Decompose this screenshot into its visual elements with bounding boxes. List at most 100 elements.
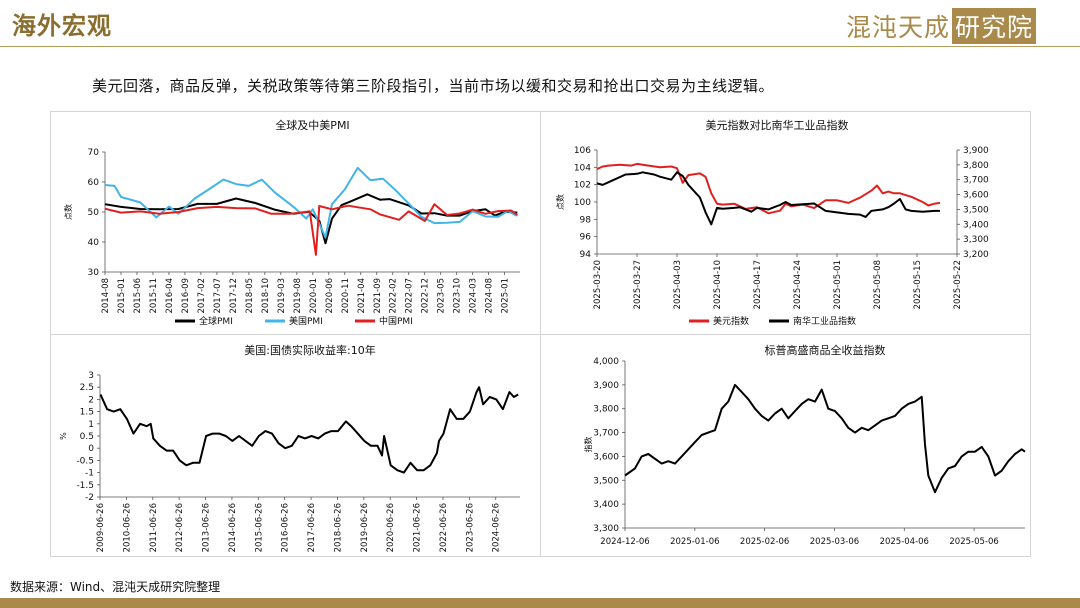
y2-tick-label: 3,300 — [963, 235, 989, 245]
x-tick-label: 2024-12-06 — [600, 537, 649, 547]
x-tick-label: 2025-05-22 — [953, 260, 963, 309]
x-tick-label: 2025-05-15 — [913, 260, 923, 309]
y-tick-label: -1 — [85, 469, 94, 479]
chart-title: 标普高盛商品全收益指数 — [765, 343, 886, 357]
x-tick-label: 2022-12 — [421, 278, 431, 314]
y-tick-label: 94 — [580, 250, 592, 260]
data-source: 数据来源：Wind、混沌天成研究院整理 — [10, 580, 221, 594]
y-axis-label: 指数 — [583, 437, 593, 453]
y-tick-label: 104 — [574, 163, 591, 173]
legend-label: 美元指数 — [713, 315, 749, 327]
x-tick-label: 2022-06-26 — [439, 503, 449, 552]
y-tick-label: -0.5 — [76, 456, 94, 466]
bottom-accent-bar — [0, 598, 1080, 608]
y2-tick-label: 3,600 — [963, 191, 989, 201]
y-tick-label: 3,900 — [593, 381, 619, 391]
x-tick-label: 2014-06-26 — [228, 503, 238, 552]
x-tick-label: 2023-06-26 — [465, 503, 475, 552]
x-tick-label: 2016-09 — [181, 278, 191, 314]
y-tick-label: 102 — [574, 181, 591, 191]
chart-svg: 美元指数对比南华工业品指数 94 96 98 100 102 104 106 点数 3,200 3,… — [555, 118, 989, 327]
x-tick-label: 2014-08 — [101, 278, 111, 314]
x-tick-label: 2018-10 — [261, 278, 271, 314]
x-tick-label: 2017-07 — [213, 278, 223, 314]
x-tick-label: 2024-06-26 — [492, 503, 502, 552]
chart-title: 全球及中美PMI — [275, 118, 349, 132]
chart-gsci-total-return: 标普高盛商品全收益指数 3,300 3,400 3,500 3,600 3,700 3,80… — [541, 335, 1030, 556]
y-tick-label: 1.5 — [80, 408, 94, 418]
header-divider — [0, 46, 1080, 47]
grid-frame-bottom — [50, 556, 1030, 557]
x-tick-label: 2018-06-26 — [333, 503, 343, 552]
chart-svg: 标普高盛商品全收益指数 3,300 3,400 3,500 3,600 3,700 3,80… — [583, 343, 1026, 547]
y-tick-label: 106 — [574, 146, 591, 156]
y-tick-label: 0 — [88, 444, 94, 454]
legend-label: 美国PMI — [289, 315, 323, 327]
x-tick-label: 2015-01 — [117, 278, 127, 314]
y-tick-label: 3,600 — [593, 452, 619, 462]
x-tick-label: 2010-06-26 — [122, 503, 132, 552]
y2-tick-label: 3,900 — [963, 146, 989, 156]
grid-divider-horizontal — [50, 334, 1030, 335]
x-tick-label: 2025-03-20 — [593, 260, 603, 309]
chart-title: 美国:国债实际收益率:10年 — [244, 343, 375, 357]
x-tick-label: 2017-02 — [197, 278, 207, 314]
x-tick-label: 2020-06-26 — [386, 503, 396, 552]
x-tick-label: 2017-06-26 — [307, 503, 317, 552]
y-axis-label: % — [59, 432, 68, 440]
y-tick-label: 50 — [88, 208, 100, 218]
y-tick-label: 3 — [88, 371, 94, 381]
x-tick-label: 2025-05-08 — [873, 260, 883, 309]
x-tick-label: 2016-06-26 — [281, 503, 291, 552]
x-tick-label: 2025-01-06 — [670, 537, 719, 547]
y2-tick-label: 3,200 — [963, 250, 989, 260]
slide-subtitle: 美元回落，商品反弹，关税政策等待第三阶段指引，当前市场以缓和交易和抢出口交易为主… — [92, 77, 775, 95]
legend-label: 中国PMI — [379, 315, 413, 327]
x-tick-label: 2025-04-24 — [793, 260, 803, 309]
x-tick-label: 2011-06-26 — [149, 503, 159, 552]
series-line-0 — [624, 383, 1026, 494]
y-tick-label: 30 — [88, 268, 100, 278]
y-tick-label: 3,700 — [593, 429, 619, 439]
x-tick-label: 2022-07 — [405, 278, 415, 314]
x-tick-label: 2015-06-26 — [254, 503, 264, 552]
x-tick-label: 2025-03-27 — [633, 260, 643, 309]
x-tick-label: 2023-05 — [437, 278, 447, 314]
legend-label: 南华工业品指数 — [793, 315, 856, 327]
chart-pmi: 全球及中美PMI 30 40 50 60 70 点数 2014-08 2015-01 2015-0… — [50, 112, 540, 334]
x-tick-label: 2017-12 — [229, 278, 239, 314]
x-tick-label: 2024-03 — [469, 278, 479, 314]
x-tick-label: 2021-06-26 — [413, 503, 423, 552]
y-tick-label: 100 — [574, 198, 591, 208]
x-tick-label: 2021-04 — [357, 278, 367, 314]
chart-us-real-yield: 美国:国债实际收益率:10年 -2 -1.5 -1 -0.5 0 0.5 1 1.5 2 2.5 3%… — [50, 335, 540, 556]
grid-frame-top — [50, 111, 1030, 112]
x-tick-label: 2018-05 — [245, 278, 255, 314]
x-tick-label: 2019-08 — [293, 278, 303, 314]
y-tick-label: 70 — [88, 148, 100, 158]
x-tick-label: 2025-05-01 — [833, 260, 843, 309]
y2-tick-label: 3,500 — [963, 205, 989, 215]
series-line-0 — [104, 193, 518, 245]
y-tick-label: 0.5 — [80, 432, 94, 442]
legend-label: 全球PMI — [199, 315, 233, 327]
series-line-0 — [596, 162, 941, 215]
x-tick-label: 2009-06-26 — [96, 503, 106, 552]
x-tick-label: 2015-06 — [133, 278, 143, 314]
y-tick-label: 98 — [580, 215, 592, 225]
y-axis-label: 点数 — [63, 204, 73, 220]
x-tick-label: 2020-01 — [309, 278, 319, 314]
y-tick-label: -2 — [85, 493, 94, 503]
x-tick-label: 2019-03 — [277, 278, 287, 314]
chart-svg: 美国:国债实际收益率:10年 -2 -1.5 -1 -0.5 0 0.5 1 1.5 2 2.5 3%… — [59, 343, 520, 552]
y2-tick-label: 3,400 — [963, 220, 989, 230]
chart-dxy-vs-nanhua: 美元指数对比南华工业品指数 94 96 98 100 102 104 106 点数 3,200 3,… — [541, 112, 1030, 334]
y2-tick-label: 3,700 — [963, 176, 989, 186]
y-tick-label: 4,000 — [593, 357, 619, 367]
y-tick-label: 3,500 — [593, 476, 619, 486]
y-tick-label: 1 — [88, 420, 94, 430]
x-tick-label: 2025-05-06 — [949, 537, 998, 547]
x-tick-label: 2025-02-06 — [740, 537, 789, 547]
x-tick-label: 2025-04-10 — [713, 260, 723, 309]
y-tick-label: 2 — [88, 395, 94, 405]
